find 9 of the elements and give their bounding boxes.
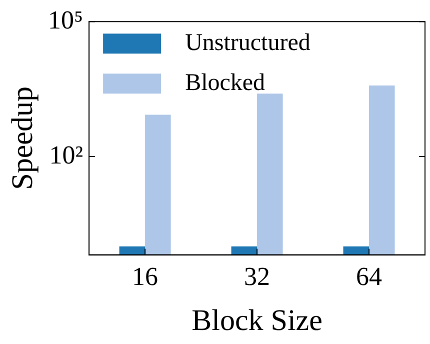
legend-label: Unstructured	[185, 30, 310, 56]
legend-label: Blocked	[185, 70, 266, 96]
x-tick-label: 32	[244, 262, 270, 292]
x-tick-label: 64	[356, 262, 382, 292]
x-tick-label: 16	[132, 262, 158, 292]
y-tick-label: 10²	[49, 140, 84, 170]
y-axis-title: Speedup	[6, 86, 39, 190]
y-tick-label: 10⁵	[48, 5, 84, 34]
x-axis-title: Block Size	[192, 304, 322, 337]
